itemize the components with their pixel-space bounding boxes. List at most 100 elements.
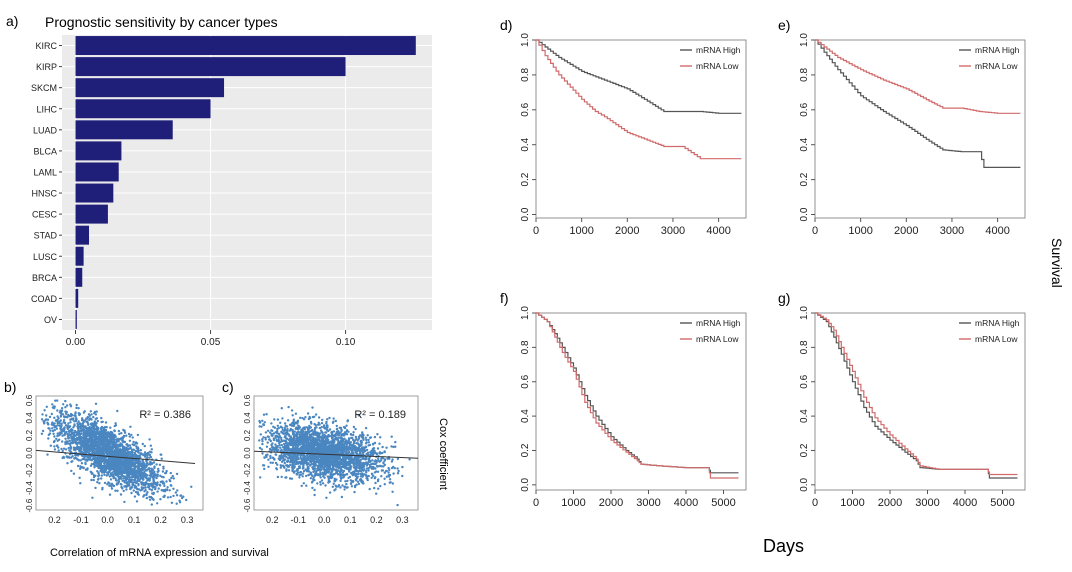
- scatter-point: [335, 465, 339, 469]
- scatter-point: [133, 462, 137, 465]
- scatter-point: [155, 463, 158, 466]
- scatter-point: [125, 481, 128, 485]
- scatter-point: [379, 459, 383, 462]
- scatter-point: [373, 435, 377, 439]
- scatter-point: [349, 479, 352, 482]
- scatter-point: [123, 500, 126, 504]
- scatter-point: [116, 489, 119, 492]
- scatter-point: [283, 422, 287, 425]
- scatter-point: [276, 463, 279, 466]
- scatter-point: [97, 477, 100, 480]
- scatter-point: [305, 484, 308, 487]
- scatter-point: [135, 500, 139, 503]
- scatter-point: [320, 421, 324, 425]
- scatter-point: [95, 460, 98, 463]
- scatter-point: [362, 438, 365, 441]
- scatter-point: [132, 489, 135, 492]
- scatter-point: [89, 437, 93, 440]
- panel-g-letter: g): [778, 290, 790, 306]
- scatter-point: [344, 480, 347, 483]
- scatter-point: [92, 462, 96, 466]
- scatter-point: [290, 442, 293, 445]
- scatter-point: [285, 429, 289, 432]
- scatter-point: [347, 466, 350, 469]
- scatter-point: [295, 443, 298, 447]
- scatter-point: [141, 469, 144, 472]
- scatter-point: [69, 412, 73, 416]
- scatter-point: [66, 435, 70, 438]
- scatter-point: [80, 448, 83, 451]
- scatter-point: [94, 402, 98, 405]
- scatter-point: [149, 462, 152, 465]
- scatter-point: [374, 476, 377, 479]
- scatter-point: [129, 478, 133, 481]
- scatter-point: [53, 448, 57, 451]
- bar-category-label: CESC: [32, 210, 58, 220]
- scatter-point: [64, 424, 68, 427]
- scatter-point: [260, 448, 263, 451]
- scatter-x-tick-label: 0.2: [48, 515, 61, 525]
- scatter-point: [385, 446, 388, 449]
- scatter-point: [67, 437, 70, 440]
- scatter-point: [95, 422, 98, 425]
- scatter-point: [68, 439, 72, 443]
- scatter-point: [68, 449, 71, 452]
- scatter-point: [153, 466, 156, 470]
- scatter-point: [314, 461, 318, 464]
- scatter-point: [41, 413, 44, 416]
- scatter-point: [258, 446, 262, 450]
- scatter-point: [159, 474, 162, 477]
- scatter-point: [401, 474, 404, 478]
- scatter-point: [93, 452, 97, 455]
- scatter-point: [383, 471, 386, 474]
- scatter-point: [100, 436, 103, 439]
- scatter-point: [92, 445, 95, 448]
- scatter-point: [100, 453, 103, 456]
- scatter-point: [349, 432, 353, 436]
- bar-category-label: HNSC: [31, 189, 57, 199]
- scatter-point: [261, 438, 264, 441]
- scatter-point: [357, 472, 360, 475]
- scatter-point: [44, 419, 47, 422]
- scatter-point: [355, 457, 358, 460]
- scatter-point: [383, 459, 386, 462]
- scatter-point: [318, 423, 321, 426]
- scatter-point: [122, 477, 125, 480]
- scatter-point: [125, 434, 128, 437]
- scatter-point: [370, 467, 374, 470]
- bar: [75, 120, 173, 140]
- scatter-point: [153, 470, 156, 473]
- scatter-point: [380, 475, 383, 478]
- scatter-point: [98, 482, 101, 485]
- scatter-point: [143, 494, 146, 497]
- scatter-point: [70, 432, 74, 435]
- scatter-point: [278, 458, 281, 462]
- scatter-point: [280, 475, 283, 479]
- scatter-point: [383, 450, 386, 453]
- scatter-point: [62, 456, 66, 459]
- scatter-point: [382, 462, 385, 465]
- scatter-point: [328, 466, 332, 469]
- scatter-point: [98, 438, 101, 441]
- scatter-point: [66, 432, 69, 436]
- r-squared-annotation: R² = 0.386: [139, 409, 191, 421]
- scatter-point: [359, 444, 362, 448]
- scatter-point: [276, 429, 279, 433]
- scatter-point: [91, 496, 94, 499]
- scatter-point: [330, 473, 333, 476]
- scatter-point: [76, 458, 79, 461]
- scatter-point: [401, 465, 404, 469]
- scatter-point: [317, 416, 321, 419]
- scatter-point: [265, 413, 268, 416]
- scatter-point: [357, 437, 361, 440]
- scatter-point: [347, 462, 351, 466]
- scatter-y-tick-label: 0.0: [25, 447, 34, 459]
- scatter-point: [313, 478, 316, 482]
- bar-category-label: SKCM: [31, 83, 57, 93]
- scatter-point: [101, 433, 105, 437]
- scatter-point: [352, 425, 356, 429]
- scatter-point: [314, 413, 318, 416]
- scatter-point: [97, 460, 101, 463]
- scatter-point: [281, 456, 285, 460]
- scatter-point: [289, 463, 292, 467]
